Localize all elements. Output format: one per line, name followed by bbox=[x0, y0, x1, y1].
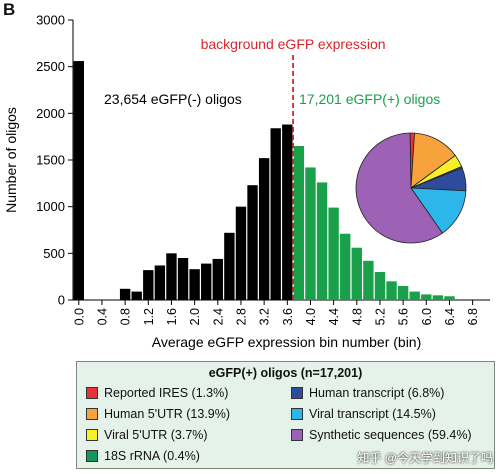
negative-count-label: 23,654 eGFP(-) oligos bbox=[104, 91, 242, 107]
legend-swatch bbox=[86, 387, 98, 399]
x-axis-label: Average eGFP expression bin number (bin) bbox=[152, 334, 422, 350]
legend-item: Viral 5'UTR (3.7%) bbox=[86, 428, 208, 442]
histogram-bar-positive bbox=[386, 281, 397, 300]
legend-item: Viral transcript (14.5%) bbox=[291, 407, 436, 421]
positive-count-label: 17,201 eGFP(+) oligos bbox=[299, 91, 440, 107]
histogram-bar-negative bbox=[270, 128, 281, 300]
y-tick-label: 500 bbox=[43, 246, 65, 261]
y-tick-label: 1500 bbox=[36, 153, 65, 168]
histogram-bar-positive bbox=[293, 146, 305, 300]
y-tick-label: 1000 bbox=[36, 199, 65, 214]
histogram-bar-negative bbox=[282, 124, 293, 301]
x-tick-label: 1.2 bbox=[142, 308, 156, 325]
y-tick-label: 3000 bbox=[36, 13, 65, 28]
histogram-bar-negative bbox=[119, 288, 131, 300]
threshold-label: background eGFP expression bbox=[201, 36, 386, 52]
x-tick-label: 0.0 bbox=[72, 308, 86, 325]
legend-label: Human transcript (6.8%) bbox=[309, 386, 445, 400]
y-axis-label: Number of oligos bbox=[3, 107, 19, 213]
histogram-bar-positive bbox=[316, 182, 328, 300]
legend-label: Viral transcript (14.5%) bbox=[309, 407, 436, 421]
legend-title: eGFP(+) oligos (n=17,201) bbox=[208, 366, 363, 380]
x-tick-label: 1.6 bbox=[165, 308, 179, 325]
watermark: 知乎 @今天学到知识了吗 bbox=[357, 451, 493, 465]
x-tick-label: 4.4 bbox=[327, 308, 341, 325]
histogram-bar-positive bbox=[305, 167, 316, 300]
x-tick-label: 5.2 bbox=[373, 308, 387, 325]
histogram-bar-positive bbox=[328, 207, 339, 300]
x-tick-label: 4.0 bbox=[304, 308, 318, 325]
x-tick-label: 3.6 bbox=[281, 308, 295, 325]
x-tick-label: 2.4 bbox=[211, 308, 225, 325]
legend-label: Synthetic sequences (59.4%) bbox=[309, 428, 472, 442]
histogram-bar-positive bbox=[351, 247, 362, 300]
legend-swatch bbox=[291, 429, 303, 441]
legend-swatch bbox=[86, 450, 98, 462]
x-tick-label: 0.4 bbox=[95, 308, 109, 325]
histogram-bar-negative bbox=[189, 269, 200, 300]
legend-label: Human 5'UTR (13.9%) bbox=[104, 407, 231, 421]
pie-legend: eGFP(+) oligos (n=17,201) Reported IRES … bbox=[76, 361, 495, 469]
histogram-bar-negative bbox=[131, 291, 142, 300]
x-tick-label: 0.8 bbox=[119, 308, 133, 325]
histogram-bar-positive bbox=[421, 294, 432, 300]
legend-swatch bbox=[86, 408, 98, 420]
histogram-bar-positive bbox=[397, 286, 409, 300]
pie-slice bbox=[410, 187, 467, 234]
panel-letter: B bbox=[3, 0, 16, 19]
y-tick-label: 2500 bbox=[36, 59, 65, 74]
histogram-bar-positive bbox=[432, 295, 444, 300]
histogram-bar-positive bbox=[340, 233, 351, 300]
legend-item: Reported IRES (1.3%) bbox=[86, 386, 228, 400]
x-tick-label: 6.8 bbox=[466, 308, 480, 325]
pie-slice bbox=[355, 132, 443, 244]
histogram-bar-negative bbox=[247, 185, 258, 300]
histogram-bar-negative bbox=[73, 61, 84, 300]
histogram-bar-negative bbox=[177, 258, 189, 300]
x-tick-label: 2.0 bbox=[188, 308, 202, 325]
histogram-bar-positive bbox=[363, 260, 374, 300]
histogram-bar-negative bbox=[143, 270, 154, 300]
legend-item: 18S rRNA (0.4%) bbox=[86, 449, 200, 463]
x-tick-label: 2.8 bbox=[234, 308, 248, 325]
x-tick-label: 3.2 bbox=[258, 308, 272, 325]
y-tick-label: 2000 bbox=[36, 106, 65, 121]
legend-item: Human 5'UTR (13.9%) bbox=[86, 407, 230, 421]
histogram-bar-negative bbox=[201, 263, 212, 300]
legend-swatch bbox=[291, 408, 303, 420]
histogram-bar-negative bbox=[166, 253, 177, 300]
x-tick-label: 5.6 bbox=[397, 308, 411, 325]
histogram-bar-negative bbox=[258, 158, 270, 300]
legend-item: Synthetic sequences (59.4%) bbox=[291, 428, 472, 442]
legend-swatch bbox=[86, 429, 98, 441]
histogram-bar-positive bbox=[444, 296, 455, 300]
legend-swatch bbox=[291, 387, 303, 399]
x-tick-label: 4.8 bbox=[350, 308, 364, 325]
x-tick-label: 6.0 bbox=[420, 308, 434, 325]
legend-label: 18S rRNA (0.4%) bbox=[104, 449, 200, 463]
histogram-bar-negative bbox=[224, 232, 235, 300]
y-tick-label: 0 bbox=[58, 293, 65, 308]
histogram-bar-positive bbox=[409, 291, 420, 300]
histogram-bar-negative bbox=[154, 265, 166, 300]
histogram-bar-negative bbox=[212, 258, 223, 300]
x-tick-label: 6.4 bbox=[443, 308, 457, 325]
histogram-bar-positive bbox=[374, 272, 386, 300]
legend-label: Reported IRES (1.3%) bbox=[104, 386, 229, 400]
legend-item: Human transcript (6.8%) bbox=[291, 386, 444, 400]
legend-label: Viral 5'UTR (3.7%) bbox=[104, 428, 208, 442]
histogram-bar-negative bbox=[235, 206, 247, 300]
